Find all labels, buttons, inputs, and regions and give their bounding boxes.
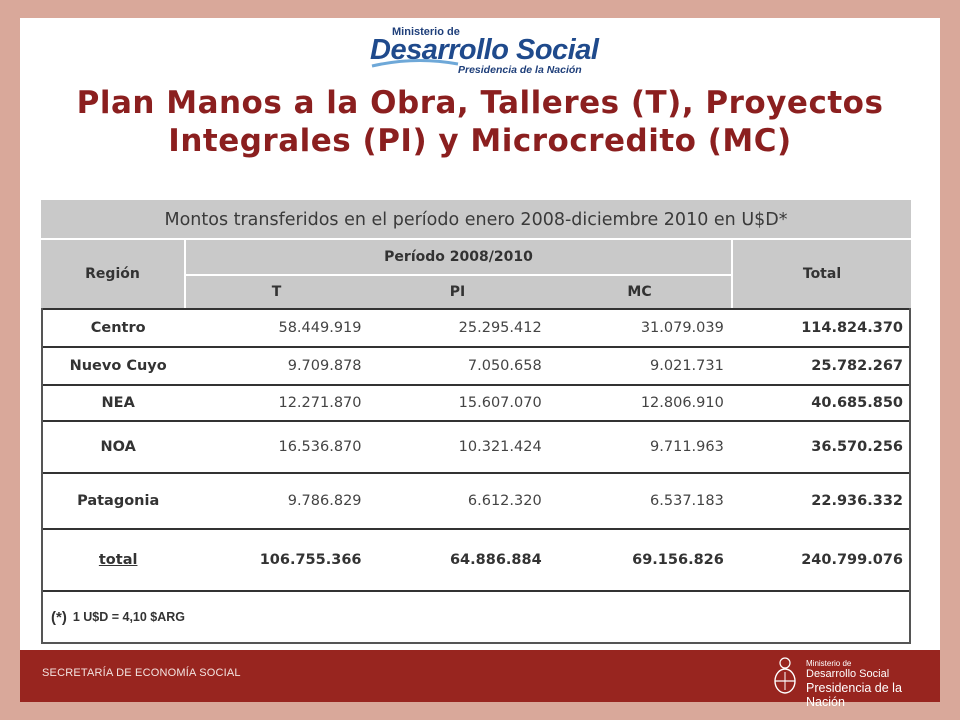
header-mc: MC xyxy=(627,284,652,300)
cell-pi: 25.295.412 xyxy=(458,320,542,336)
cell-total: 40.685.850 xyxy=(811,395,904,411)
cell-pi: 6.612.320 xyxy=(467,493,542,509)
table-row: NEA 12.271.870 15.607.070 12.806.910 40.… xyxy=(43,384,909,420)
cell-total: 36.570.256 xyxy=(811,439,904,455)
cell-region: Nuevo Cuyo xyxy=(69,358,167,374)
cell-t: 9.709.878 xyxy=(287,358,362,374)
table-caption: Montos transferidos en el período enero … xyxy=(41,200,911,240)
header-periodo: Período 2008/2010 xyxy=(186,240,731,276)
header-total: Total xyxy=(731,240,911,308)
header-t: T xyxy=(271,284,282,300)
cell-t: 9.786.829 xyxy=(287,493,362,509)
table-row: Centro 58.449.919 25.295.412 31.079.039 … xyxy=(43,308,909,346)
exchange-rate-note: (*) 1 U$D = 4,10 $ARG xyxy=(43,590,909,642)
cell-mc: 9.711.963 xyxy=(650,439,724,455)
logo-swoosh-icon xyxy=(371,58,459,68)
footer-secretaria: SECRETARÍA DE ECONOMÍA SOCIAL xyxy=(42,667,241,679)
table-row: NOA 16.536.870 10.321.424 9.711.963 36.5… xyxy=(43,420,909,472)
table-total-row: total 106.755.366 64.886.884 69.156.826 … xyxy=(43,528,909,590)
amounts-table: Montos transferidos en el período enero … xyxy=(41,200,911,644)
cell-total: 22.936.332 xyxy=(811,493,904,509)
cell-pi: 10.321.424 xyxy=(458,439,542,455)
logo-ministerio-text: Ministerio de xyxy=(392,26,460,38)
table-body: Centro 58.449.919 25.295.412 31.079.039 … xyxy=(41,308,911,644)
cell-t-total: 106.755.366 xyxy=(259,552,362,568)
header-region: Región xyxy=(41,240,186,308)
logo-presidencia-text: Presidencia de la Nación xyxy=(458,64,582,76)
footer-ministerio: Ministerio de xyxy=(806,659,852,668)
cell-region-total: total xyxy=(98,552,138,568)
cell-mc: 31.079.039 xyxy=(640,320,724,336)
cell-region: NOA xyxy=(100,439,136,455)
footer-desarrollo: Desarrollo Social xyxy=(806,668,890,680)
page-title: Plan Manos a la Obra, Talleres (T), Proy… xyxy=(20,84,940,160)
title-line-1: Plan Manos a la Obra, Talleres (T), Proy… xyxy=(76,85,884,121)
note-text: 1 U$D = 4,10 $ARG xyxy=(72,610,186,624)
footer-presidencia: Presidencia de la Nación xyxy=(806,681,902,709)
cell-region: Patagonia xyxy=(77,493,160,509)
table-row: Nuevo Cuyo 9.709.878 7.050.658 9.021.731… xyxy=(43,346,909,384)
ministerio-logo: Ministerio de Desarrollo Social Presiden… xyxy=(370,24,630,84)
cell-grand-total: 240.799.076 xyxy=(801,552,904,568)
cell-mc: 6.537.183 xyxy=(650,493,724,509)
cell-mc: 12.806.910 xyxy=(640,395,724,411)
cell-pi: 15.607.070 xyxy=(458,395,542,411)
cell-region: NEA xyxy=(101,395,135,411)
cell-region: Centro xyxy=(90,320,146,336)
cell-t: 58.449.919 xyxy=(278,320,362,336)
cell-pi: 7.050.658 xyxy=(467,358,542,374)
title-line-2: Integrales (PI) y Microcredito (MC) xyxy=(168,123,792,159)
cell-mc-total: 69.156.826 xyxy=(632,552,724,568)
slide: Ministerio de Desarrollo Social Presiden… xyxy=(20,18,940,709)
cell-t: 16.536.870 xyxy=(278,439,362,455)
cell-pi-total: 64.886.884 xyxy=(449,552,542,568)
note-asterisk: (*) xyxy=(51,608,67,626)
cell-mc: 9.021.731 xyxy=(650,358,724,374)
table-row: Patagonia 9.786.829 6.612.320 6.537.183 … xyxy=(43,472,909,528)
cell-total: 25.782.267 xyxy=(811,358,904,374)
cell-t: 12.271.870 xyxy=(278,395,362,411)
argentina-emblem-icon xyxy=(774,657,796,694)
cell-total: 114.824.370 xyxy=(801,320,904,336)
table-header: Región Período 2008/2010 T PI MC Total xyxy=(41,240,911,308)
header-pi: PI xyxy=(449,284,466,300)
footer-bar: SECRETARÍA DE ECONOMÍA SOCIAL Ministerio… xyxy=(20,650,940,709)
